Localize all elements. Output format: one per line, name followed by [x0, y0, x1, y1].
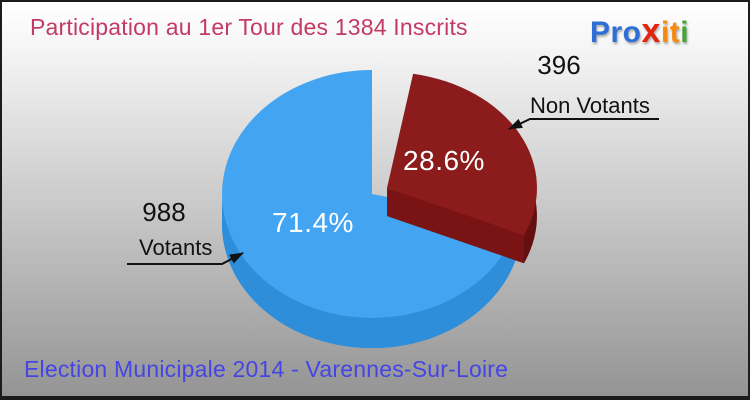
- nonvotants-leader-line: [508, 118, 659, 130]
- pie-slice-nonvotants: [387, 73, 537, 236]
- footer-caption: Election Municipale 2014 - Varennes-Sur-…: [24, 356, 509, 382]
- votants-leader-line: [127, 252, 244, 265]
- votants-count-label: 988: [142, 197, 186, 227]
- nonvotants-count-label: 396: [537, 50, 581, 80]
- votants-name-label: Votants: [139, 235, 213, 260]
- logo-letter-t: t: [669, 16, 681, 49]
- logo-letter-i2: i: [680, 16, 690, 49]
- chart-title: Participation au 1er Tour des 1384 Inscr…: [30, 14, 468, 40]
- nonvotants-pct-label: 28.6%: [403, 145, 485, 176]
- nonvotants-name-label: Non Votants: [530, 93, 650, 118]
- pie-slice-nonvotants-side: [387, 188, 524, 264]
- logo-letter-i1: i: [660, 16, 670, 49]
- proxiti-logo: Proxiti: [590, 12, 689, 51]
- logo-letter-pro: Pro: [590, 16, 642, 49]
- logo-letter-x: x: [641, 12, 661, 50]
- pie-slice-votants-rim: [221, 194, 519, 349]
- pie-slice-votants: [222, 70, 519, 318]
- votants-pct-label: 71.4%: [272, 207, 354, 238]
